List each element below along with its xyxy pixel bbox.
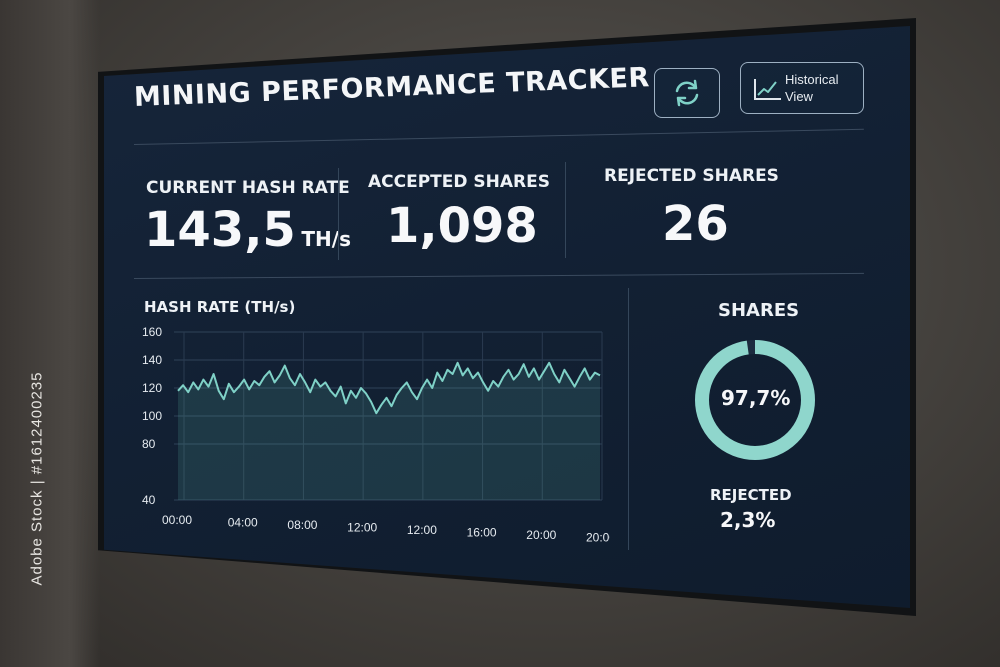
x-tick-label: 12:00	[407, 523, 437, 537]
line-chart-icon	[754, 79, 781, 100]
page-title: MINING PERFORMANCE TRACKER	[133, 62, 651, 113]
hash-rate-unit: TH/s	[301, 227, 351, 251]
historical-label-line2: View	[785, 89, 813, 104]
rejected-shares-value: 26	[662, 196, 729, 252]
y-tick-label: 40	[142, 493, 156, 507]
donut-accepted-segment	[695, 340, 815, 460]
chart-divider	[628, 288, 629, 550]
refresh-button[interactable]	[654, 68, 720, 118]
chart-title: HASH RATE (TH/s)	[144, 298, 296, 316]
x-tick-label: 20:00	[526, 528, 556, 542]
y-tick-label: 100	[142, 409, 162, 423]
stat-divider-2	[565, 162, 566, 258]
hash-rate-value: 143,5	[144, 202, 296, 258]
rejected-shares-label: REJECTED SHARES	[604, 166, 779, 186]
historical-view-button[interactable]: Historical View	[740, 62, 864, 114]
hash-rate-chart: 160 140 120 100 80 40 00:00 04:00 08:00 12:00 12:0…	[142, 325, 610, 545]
x-tick-label: 00:00	[162, 513, 192, 527]
y-tick-label: 80	[142, 437, 156, 451]
refresh-icon	[675, 79, 699, 107]
series-area	[178, 362, 600, 500]
hash-rate-label: CURRENT HASH RATE	[146, 178, 350, 198]
rejected-percentage: 2,3%	[720, 508, 776, 532]
historical-label-line1: Historical	[785, 72, 839, 87]
image-id-label: Adobe Stock | #1612400235	[28, 371, 46, 586]
y-tick-label: 140	[142, 353, 162, 367]
series-line-hash-rate	[177, 361, 601, 415]
header-divider	[133, 128, 864, 145]
accepted-shares-value: 1,098	[386, 198, 538, 254]
x-tick-label: 04:00	[228, 516, 258, 530]
accepted-percentage: 97,7%	[721, 386, 791, 410]
stat-divider-1	[338, 168, 339, 260]
x-tick-label: 20:00	[586, 531, 610, 545]
x-tick-label: 12:00	[347, 521, 377, 535]
x-tick-label: 16:00	[467, 526, 497, 540]
shares-donut	[695, 340, 815, 460]
dashboard-screen: MINING PERFORMANCE TRACKER Historical Vi…	[104, 26, 910, 608]
y-tick-label: 120	[142, 381, 162, 395]
wall-edge	[0, 0, 100, 667]
historical-view-label: Historical View	[785, 71, 857, 105]
shares-title: SHARES	[718, 300, 800, 321]
x-tick-label: 08:00	[287, 518, 317, 532]
stats-divider	[133, 272, 864, 279]
hash-rate-value-group: 143,5 TH/s	[144, 202, 351, 258]
rejected-title: REJECTED	[710, 486, 792, 504]
y-tick-label: 160	[142, 325, 162, 339]
accepted-shares-label: ACCEPTED SHARES	[368, 172, 550, 192]
